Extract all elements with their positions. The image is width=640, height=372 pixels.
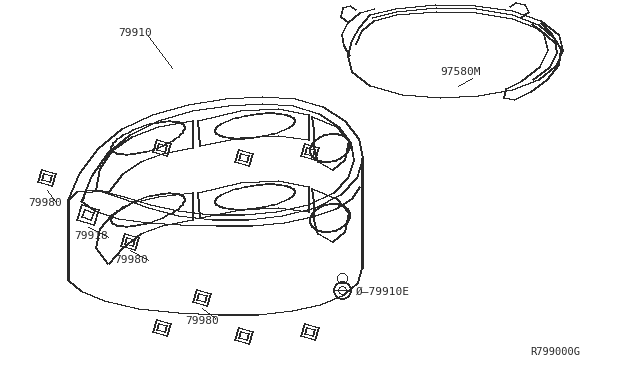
Text: 79918: 79918 [74,231,108,241]
Text: 79980: 79980 [185,316,219,326]
Text: 97580M: 97580M [440,67,481,77]
Text: R799000G: R799000G [530,347,580,357]
Text: 79980: 79980 [28,198,61,208]
Text: Ø–79910E: Ø–79910E [356,287,410,297]
Text: 79910: 79910 [118,28,152,38]
Text: 79980: 79980 [114,255,148,265]
